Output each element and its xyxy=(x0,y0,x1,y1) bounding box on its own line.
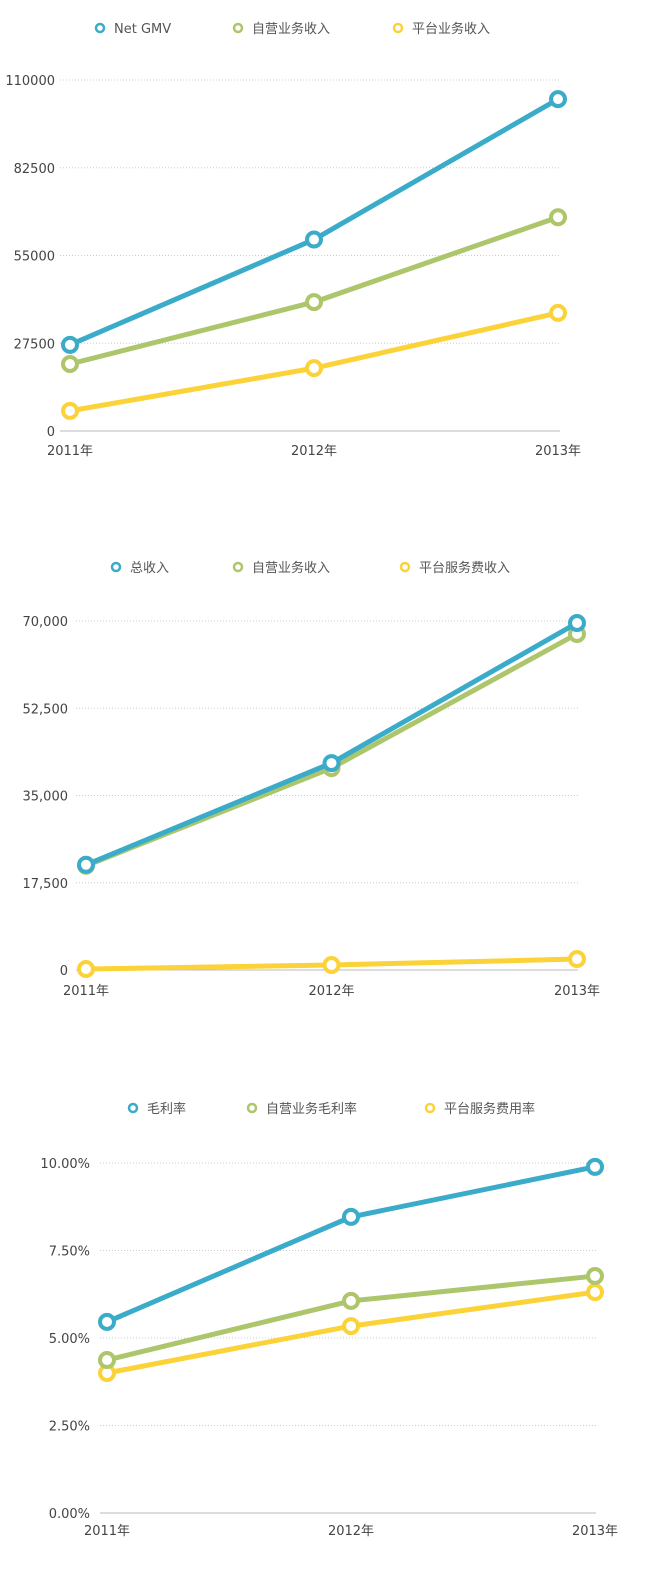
data-point xyxy=(586,1157,604,1176)
y-tick-label: 10.00% xyxy=(40,1157,90,1172)
data-point xyxy=(549,303,567,322)
data-point xyxy=(586,1267,604,1286)
data-point xyxy=(549,208,567,227)
legend-label: 自营业务收入 xyxy=(252,560,330,576)
x-tick-label: 2011年 xyxy=(84,1524,130,1539)
chart-1: 0 27500 55000 82500 110000 2011年 2012年 2013年 Net… xyxy=(5,21,581,459)
y-tick-label: 5.00% xyxy=(49,1332,90,1347)
y-tick-label: 27500 xyxy=(14,337,55,352)
legend-label: 平台服务费用率 xyxy=(444,1101,535,1117)
y-tick-label: 70,000 xyxy=(23,615,69,630)
data-point xyxy=(305,359,323,378)
legend-label: 平台服务费收入 xyxy=(419,560,510,576)
x-tick-label: 2013年 xyxy=(572,1524,618,1539)
x-tick-label: 2012年 xyxy=(291,444,337,459)
data-point xyxy=(98,1351,116,1370)
legend-marker-icon xyxy=(232,22,244,34)
x-tick-label: 2012年 xyxy=(308,984,354,999)
y-tick-label: 7.50% xyxy=(49,1245,90,1260)
x-tick-label: 2012年 xyxy=(328,1524,374,1539)
data-point xyxy=(61,401,79,420)
data-point xyxy=(549,90,567,109)
legend-label: 毛利率 xyxy=(147,1101,186,1117)
legend-marker-icon xyxy=(110,561,122,573)
series-line xyxy=(85,631,579,869)
chart-3: 0.00% 2.50% 5.00% 7.50% 10.00% 2011年 2012年 2013… xyxy=(40,1101,618,1539)
data-point xyxy=(322,754,341,773)
data-point xyxy=(305,293,323,312)
y-tick-label: 0 xyxy=(60,964,68,979)
data-point xyxy=(342,1207,360,1226)
series-line xyxy=(85,620,579,868)
data-point xyxy=(61,354,79,373)
x-tick-label: 2013年 xyxy=(535,444,581,459)
data-point xyxy=(77,960,95,979)
legend-marker-icon xyxy=(94,22,106,34)
data-point xyxy=(98,1312,116,1331)
data-point xyxy=(61,335,79,354)
legend-marker-icon xyxy=(232,561,244,573)
legend-marker-icon xyxy=(392,22,404,34)
y-tick-label: 82500 xyxy=(14,162,55,177)
data-point xyxy=(305,230,323,249)
y-tick-label: 17,500 xyxy=(23,877,69,892)
y-tick-label: 52,500 xyxy=(23,702,69,717)
y-tick-label: 2.50% xyxy=(49,1420,90,1435)
legend-label: 总收入 xyxy=(130,561,169,576)
x-tick-label: 2013年 xyxy=(554,984,600,999)
data-point xyxy=(586,1283,604,1302)
data-point xyxy=(568,950,586,969)
chart-2: 0 17,500 35,000 52,500 70,000 2011年 2012年 2013年… xyxy=(23,560,601,999)
y-tick-label: 0.00% xyxy=(49,1507,90,1522)
legend-label: Net GMV xyxy=(114,22,171,37)
y-tick-label: 35,000 xyxy=(23,790,69,805)
legend-label: 平台业务收入 xyxy=(412,21,490,37)
legend-label: 自营业务收入 xyxy=(252,21,330,37)
data-point xyxy=(568,613,586,632)
legend-marker-icon xyxy=(399,561,411,573)
y-tick-label: 0 xyxy=(47,425,55,440)
legend-marker-icon xyxy=(127,1102,139,1114)
data-point xyxy=(342,1317,360,1336)
data-point xyxy=(342,1291,360,1310)
legend-marker-icon xyxy=(424,1102,436,1114)
legend-marker-icon xyxy=(246,1102,258,1114)
data-point xyxy=(77,855,95,874)
data-point xyxy=(322,956,341,975)
legend-label: 自营业务毛利率 xyxy=(266,1101,357,1117)
x-tick-label: 2011年 xyxy=(47,444,93,459)
y-tick-label: 55000 xyxy=(14,250,55,265)
y-tick-label: 110000 xyxy=(5,74,55,89)
x-tick-label: 2011年 xyxy=(63,984,109,999)
